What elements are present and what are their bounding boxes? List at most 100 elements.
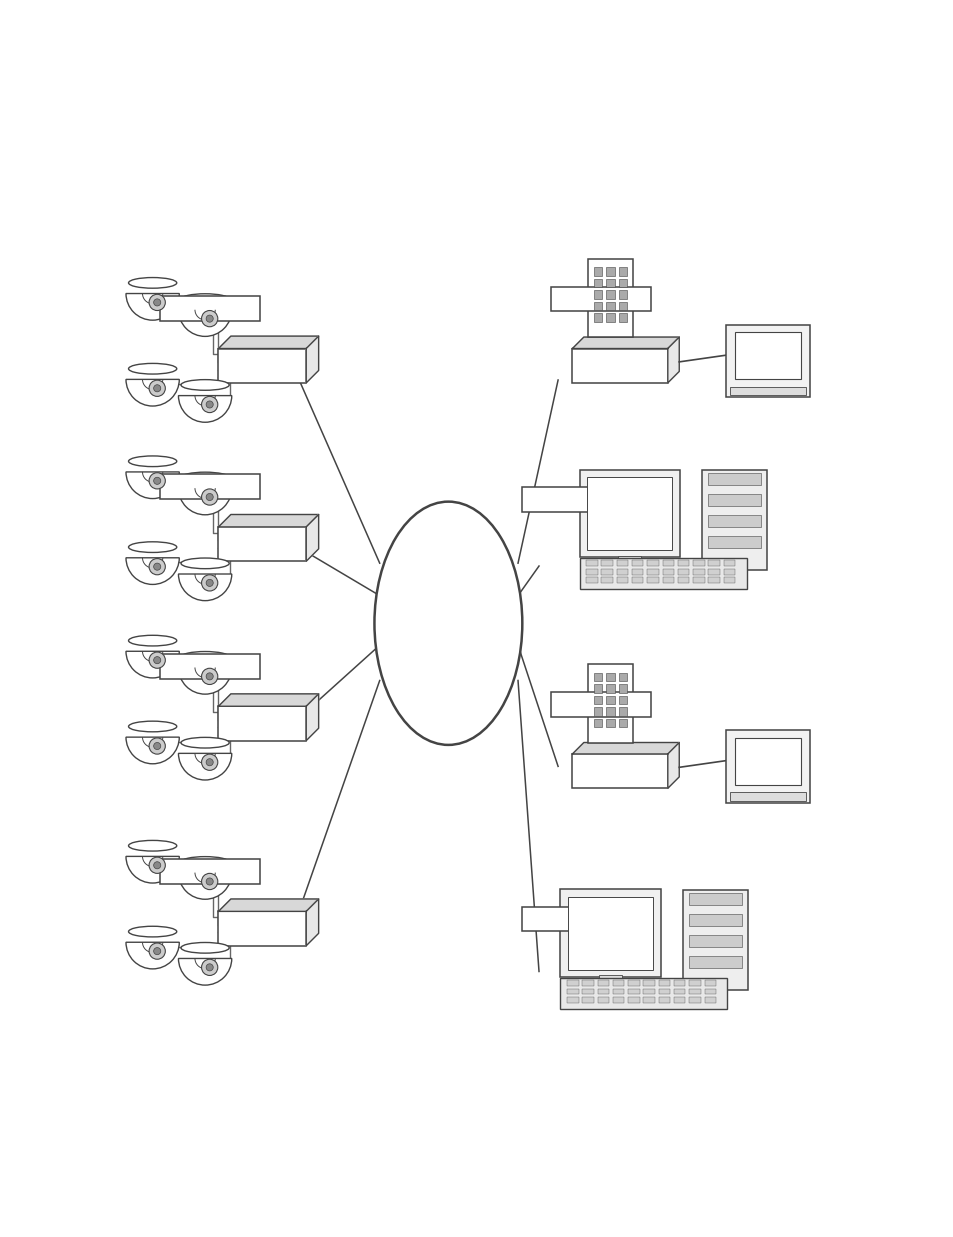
Ellipse shape: [181, 380, 229, 391]
Bar: [551, 691, 650, 716]
Bar: [559, 889, 659, 977]
Bar: [677, 578, 688, 583]
Bar: [673, 980, 684, 986]
Bar: [618, 555, 640, 567]
Circle shape: [201, 575, 217, 591]
Bar: [597, 997, 608, 1003]
Circle shape: [153, 563, 161, 570]
Bar: [618, 719, 626, 727]
Ellipse shape: [129, 456, 176, 466]
Polygon shape: [667, 336, 679, 383]
Bar: [613, 980, 624, 986]
Ellipse shape: [181, 856, 229, 867]
Polygon shape: [218, 336, 318, 349]
Bar: [581, 988, 593, 995]
Bar: [218, 527, 306, 562]
Bar: [572, 755, 667, 788]
Bar: [593, 291, 602, 299]
Bar: [692, 560, 703, 567]
Polygon shape: [667, 742, 679, 788]
Bar: [600, 569, 612, 575]
Bar: [597, 988, 608, 995]
Bar: [606, 684, 614, 693]
Bar: [618, 278, 626, 287]
Bar: [646, 569, 658, 575]
Bar: [559, 978, 726, 1008]
Bar: [658, 980, 669, 986]
Bar: [628, 980, 639, 986]
Bar: [606, 719, 614, 727]
Bar: [688, 914, 741, 927]
Circle shape: [153, 742, 161, 750]
Bar: [642, 988, 654, 995]
Polygon shape: [306, 694, 318, 741]
Bar: [707, 578, 719, 583]
Bar: [585, 578, 597, 583]
Bar: [606, 291, 614, 299]
Bar: [628, 997, 639, 1003]
Bar: [618, 708, 626, 716]
Wedge shape: [178, 574, 232, 601]
Bar: [677, 569, 688, 575]
Bar: [578, 558, 745, 589]
Bar: [661, 560, 673, 567]
Bar: [701, 470, 766, 570]
Wedge shape: [126, 380, 179, 406]
Polygon shape: [218, 899, 318, 912]
Polygon shape: [572, 742, 679, 755]
Bar: [642, 997, 654, 1003]
Bar: [585, 569, 597, 575]
Bar: [661, 578, 673, 583]
Circle shape: [153, 385, 161, 392]
Wedge shape: [126, 473, 179, 499]
Bar: [707, 473, 760, 485]
Bar: [616, 560, 627, 567]
Circle shape: [206, 758, 213, 766]
Circle shape: [149, 943, 165, 959]
Circle shape: [149, 380, 165, 396]
Bar: [600, 565, 658, 576]
Bar: [593, 302, 602, 310]
Bar: [729, 792, 805, 800]
Polygon shape: [218, 694, 318, 706]
Bar: [658, 988, 669, 995]
Wedge shape: [126, 293, 179, 320]
Bar: [616, 569, 627, 575]
Bar: [673, 988, 684, 995]
Circle shape: [206, 878, 213, 884]
Ellipse shape: [181, 943, 229, 954]
Bar: [735, 737, 800, 784]
Circle shape: [149, 857, 165, 873]
Circle shape: [149, 559, 165, 575]
Bar: [688, 893, 741, 905]
Bar: [581, 985, 639, 996]
Circle shape: [201, 755, 217, 771]
Circle shape: [153, 862, 161, 868]
Circle shape: [201, 668, 217, 684]
Bar: [673, 997, 684, 1003]
Bar: [703, 980, 715, 986]
Circle shape: [206, 494, 213, 501]
Bar: [677, 560, 688, 567]
Ellipse shape: [129, 840, 176, 851]
Ellipse shape: [374, 502, 522, 745]
Bar: [551, 287, 650, 312]
Ellipse shape: [181, 737, 229, 748]
Bar: [703, 988, 715, 995]
Ellipse shape: [129, 636, 176, 646]
Bar: [692, 578, 703, 583]
Circle shape: [201, 489, 217, 505]
Bar: [688, 980, 700, 986]
Bar: [658, 997, 669, 1003]
Bar: [581, 980, 593, 986]
Bar: [593, 267, 602, 276]
Bar: [159, 858, 259, 883]
Bar: [566, 988, 578, 995]
Bar: [688, 935, 741, 948]
Ellipse shape: [129, 721, 176, 732]
Bar: [688, 956, 741, 969]
Bar: [707, 569, 719, 575]
Bar: [618, 267, 626, 276]
Ellipse shape: [129, 542, 176, 553]
Polygon shape: [306, 515, 318, 562]
